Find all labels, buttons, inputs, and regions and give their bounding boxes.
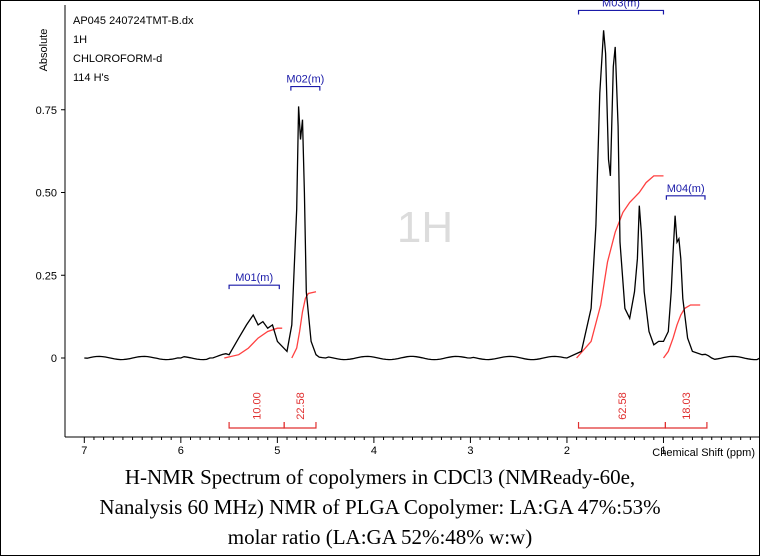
spectrum-line (84, 30, 760, 361)
x-tick-label: 1 (660, 445, 666, 457)
multiplet-bracket (228, 284, 280, 290)
x-axis-label: Chemical Shift (ppm) (652, 447, 755, 459)
x-tick-label: 7 (81, 445, 87, 457)
integral-value: 22.58 (295, 392, 307, 420)
figure-caption: H-NMR Spectrum of copolymers in CDCl3 (N… (0, 462, 760, 552)
multiplet-label: M01(m) (235, 272, 273, 284)
y-tick-label: 0 (51, 353, 57, 365)
integral-bracket (577, 422, 667, 429)
integral-bracket (228, 422, 285, 429)
header-line-nucleus: 1H (73, 34, 87, 46)
y-axis-label: Absolute (38, 29, 50, 72)
x-tick-label: 5 (274, 445, 280, 457)
x-tick-label: 4 (371, 445, 377, 457)
multiplet-label: M04(m) (667, 183, 705, 195)
integral-curve (224, 327, 283, 359)
multiplet-bracket (577, 9, 665, 15)
caption-line-3: molar ratio (LA:GA 52%:48% w:w) (227, 525, 533, 549)
integral-bracket (664, 422, 708, 429)
integral-value: 18.03 (681, 392, 693, 420)
integral-curve (291, 291, 317, 359)
header-line-solvent: CHLOROFORM-d (73, 53, 162, 65)
header-line-proton-count: 114 H's (73, 72, 110, 84)
multiplet-label: M03(m) (602, 0, 640, 9)
y-tick-label: 0.75 (36, 105, 57, 117)
multiplet-bracket (665, 195, 706, 200)
caption-line-1: H-NMR Spectrum of copolymers in CDCl3 (N… (124, 465, 636, 489)
header-line-filename: AP045 240724TMT-B.dx (73, 15, 194, 27)
integral-curve (662, 304, 701, 359)
integral-value: 10.00 (252, 392, 264, 420)
x-tick-label: 3 (467, 445, 473, 457)
x-tick-label: 2 (564, 445, 570, 457)
multiplet-bracket (290, 85, 321, 91)
integral-value: 62.58 (617, 392, 629, 420)
y-tick-label: 0.25 (36, 270, 57, 282)
integral-bracket (283, 422, 317, 429)
watermark-text: 1H (397, 203, 453, 252)
integral-curve (576, 175, 664, 359)
y-tick-label: 0.50 (36, 188, 57, 200)
multiplet-label: M02(m) (286, 74, 324, 86)
x-tick-label: 6 (178, 445, 184, 457)
caption-line-2: Nanalysis 60 MHz) NMR of PLGA Copolymer:… (99, 495, 661, 519)
nmr-spectrum-chart: AP045 240724TMT-B.dx 1H CHLOROFORM-d 114… (36, 0, 760, 459)
